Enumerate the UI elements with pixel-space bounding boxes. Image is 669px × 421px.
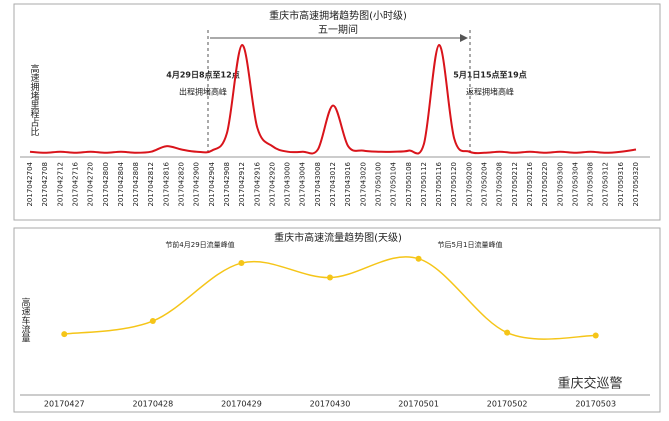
x-tick-label: 2017050120 xyxy=(450,162,458,207)
x-tick-label: 2017050108 xyxy=(405,162,413,207)
top-frame xyxy=(13,3,661,221)
x-tick-label: 2017043004 xyxy=(299,161,307,206)
x-tick-label: 2017050220 xyxy=(541,162,549,207)
x-tick-label: 2017042908 xyxy=(223,162,231,207)
data-point xyxy=(415,255,422,262)
x-tick-label: 2017050100 xyxy=(374,162,382,207)
x-tick-label: 20170427 xyxy=(44,400,85,409)
x-tick-label: 2017050116 xyxy=(435,161,443,206)
x-tick-label: 20170502 xyxy=(487,400,528,409)
x-tick-label: 2017042916 xyxy=(253,161,261,206)
x-tick-label: 2017042708 xyxy=(41,162,49,207)
x-tick-label: 2017042800 xyxy=(102,162,110,207)
data-line xyxy=(64,256,596,340)
x-tick-label: 2017042812 xyxy=(147,162,155,207)
x-tick-label: 20170501 xyxy=(398,400,439,409)
x-tick-label: 2017050316 xyxy=(617,161,625,206)
x-tick-label: 2017050320 xyxy=(632,162,640,207)
bottom-frame xyxy=(13,227,661,413)
x-tick-label: 2017042808 xyxy=(132,162,140,207)
x-tick-label: 2017050112 xyxy=(420,162,428,207)
data-point xyxy=(149,318,156,325)
annotation: 节后5月1日流量峰值 xyxy=(438,240,503,249)
x-tick-label: 2017050104 xyxy=(390,161,398,206)
x-tick-label: 20170430 xyxy=(310,400,351,409)
x-tick-label: 2017043020 xyxy=(359,162,367,207)
x-tick-label: 2017042804 xyxy=(117,161,125,206)
x-tick-label: 20170429 xyxy=(221,400,262,409)
data-point xyxy=(592,332,599,339)
y-axis-label: 高速车流量 xyxy=(20,296,31,342)
annotation: 节前4月29日流量峰值 xyxy=(165,240,234,249)
x-tick-label: 2017042920 xyxy=(268,162,276,207)
chart-title: 重庆市高速流量趋势图(天级) xyxy=(274,231,402,244)
annotation: 5月1日15点至19点 xyxy=(453,70,526,80)
arrow-head xyxy=(460,34,468,42)
x-tick-label: 2017043008 xyxy=(314,162,322,207)
x-tick-label: 2017042820 xyxy=(178,162,186,207)
x-tick-label: 2017050308 xyxy=(587,162,595,207)
x-tick-label: 2017050208 xyxy=(496,162,504,207)
x-tick-label: 2017050200 xyxy=(465,162,473,207)
x-tick-label: 2017050300 xyxy=(556,162,564,207)
x-tick-label: 2017042704 xyxy=(26,161,34,206)
x-tick-label: 2017050204 xyxy=(481,161,489,206)
x-tick-label: 2017042816 xyxy=(162,161,170,206)
watermark: 重庆交巡警 xyxy=(557,376,622,392)
data-point xyxy=(327,274,333,281)
data-line xyxy=(29,43,637,155)
x-tick-label: 2017050312 xyxy=(602,162,610,207)
x-tick-label: 2017050216 xyxy=(526,161,534,206)
chart-title: 重庆市高速拥堵趋势图(小时级) xyxy=(269,9,407,22)
x-tick-label: 20170503 xyxy=(575,400,616,409)
x-tick-label: 2017042900 xyxy=(193,162,201,207)
chart-subtitle: 五一期间 xyxy=(318,23,358,36)
x-tick-label: 2017042720 xyxy=(87,162,95,207)
x-tick-label: 2017043016 xyxy=(344,161,352,206)
x-tick-label: 2017043000 xyxy=(284,162,292,207)
data-point xyxy=(61,331,68,338)
x-tick-label: 20170428 xyxy=(132,400,173,409)
data-point xyxy=(504,329,511,336)
x-tick-label: 2017042912 xyxy=(238,162,246,207)
x-tick-label: 2017050212 xyxy=(511,162,519,207)
y-axis-label: 高速拥堵里程占比 xyxy=(29,63,40,136)
x-tick-label: 2017043012 xyxy=(329,162,337,207)
x-tick-label: 2017042712 xyxy=(56,162,64,207)
x-tick-label: 2017050304 xyxy=(571,161,579,206)
annotation: 返程拥堵高峰 xyxy=(466,87,514,97)
annotation: 出程拥堵高峰 xyxy=(179,87,227,97)
x-tick-label: 2017042904 xyxy=(208,161,216,206)
annotation: 4月29日8点至12点 xyxy=(166,70,239,80)
data-point xyxy=(238,260,245,267)
x-tick-label: 2017042716 xyxy=(71,161,79,206)
